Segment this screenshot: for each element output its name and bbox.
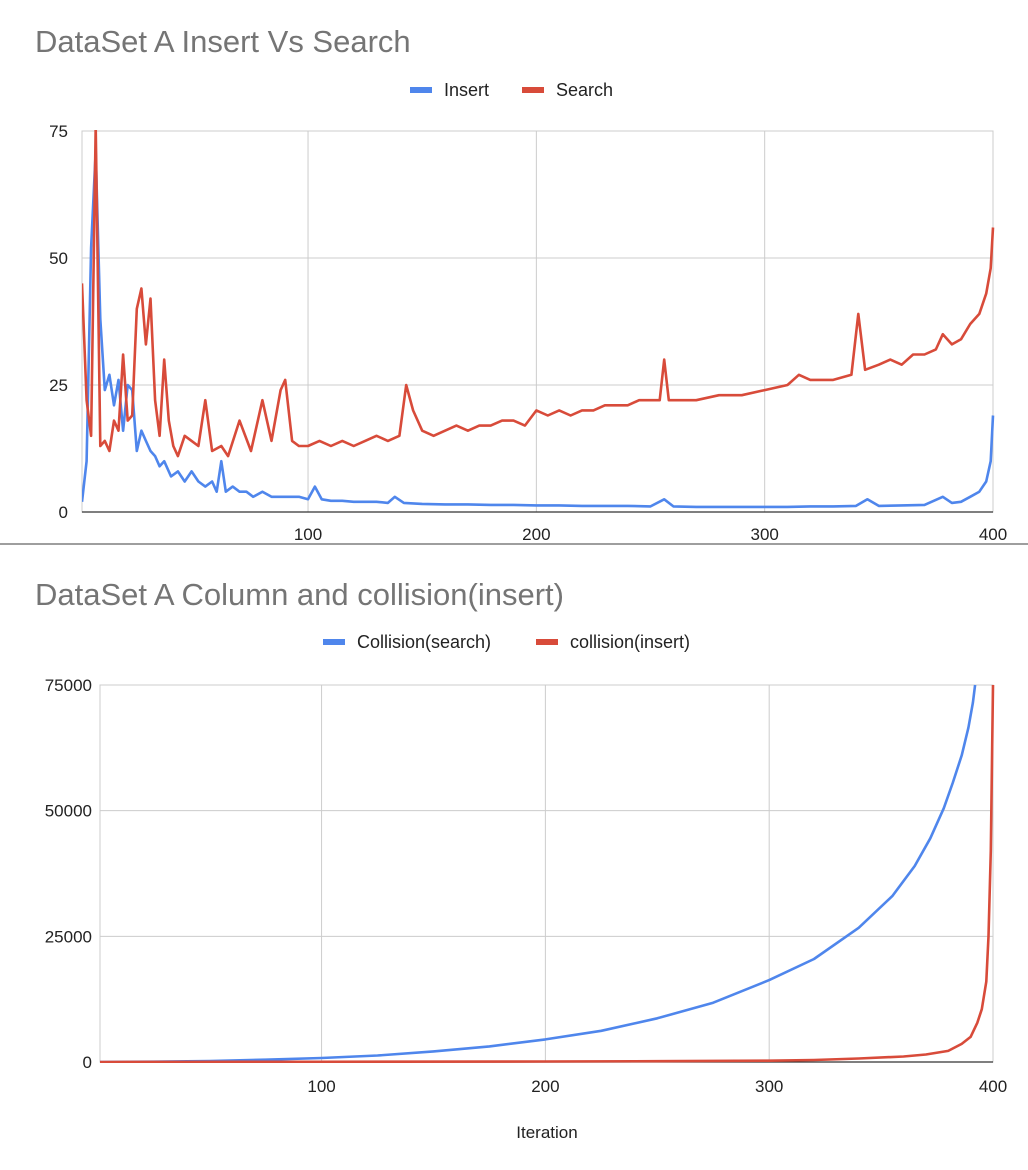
x-tick-label: 100: [294, 525, 322, 543]
y-tick-label: 50000: [45, 802, 92, 821]
x-tick-label: 400: [979, 1077, 1007, 1096]
panel-separator: [0, 543, 1028, 545]
chart-panel-collisions: DataSet A Column and collision(insert) C…: [0, 545, 1028, 1170]
y-tick-label: 75: [49, 122, 68, 141]
y-tick-label: 25: [49, 376, 68, 395]
series-lines: [100, 684, 995, 1063]
y-axis-ticks: 0 25000 50000 75000: [45, 676, 92, 1072]
x-tick-label: 200: [522, 525, 550, 543]
y-tick-label: 75000: [45, 676, 92, 695]
legend-swatch: [410, 87, 432, 93]
chart-title: DataSet A Column and collision(insert): [35, 577, 564, 612]
legend: Collision(search) collision(insert): [323, 632, 690, 652]
y-tick-label: 25000: [45, 927, 92, 946]
chart-title: DataSet A Insert Vs Search: [35, 24, 411, 59]
y-tick-label: 0: [59, 503, 68, 522]
x-tick-label: 100: [307, 1077, 335, 1096]
x-axis-ticks: 100 200 300 400: [307, 1077, 1007, 1096]
legend-swatch: [522, 87, 544, 93]
series-line-search: [82, 130, 995, 458]
legend-label: collision(insert): [570, 632, 690, 652]
gridlines: [81, 130, 994, 513]
y-tick-label: 50: [49, 249, 68, 268]
x-tick-label: 300: [755, 1077, 783, 1096]
series-line-collision-search: [100, 684, 977, 1063]
x-tick-label: 400: [979, 525, 1007, 543]
gridlines: [99, 684, 994, 1063]
chart-insert-vs-search: DataSet A Insert Vs Search Insert Search …: [35, 24, 1007, 543]
x-axis-ticks: 100 200 300 400: [294, 525, 1007, 543]
legend-swatch: [536, 639, 558, 645]
x-tick-label: 200: [531, 1077, 559, 1096]
legend-label: Insert: [444, 80, 489, 100]
plot-area-frame: [99, 684, 994, 1063]
series-lines: [82, 130, 995, 509]
chart-column-and-collision: DataSet A Column and collision(insert) C…: [35, 577, 1007, 1142]
series-line-insert: [82, 150, 995, 509]
legend-label: Search: [556, 80, 613, 100]
x-tick-label: 300: [750, 525, 778, 543]
legend-label: Collision(search): [357, 632, 491, 652]
y-tick-label: 0: [83, 1053, 92, 1072]
legend-swatch: [323, 639, 345, 645]
y-axis-ticks: 0 25 50 75: [49, 122, 68, 522]
legend: Insert Search: [410, 80, 613, 100]
chart-panel-insert-vs-search: DataSet A Insert Vs Search Insert Search …: [0, 0, 1028, 545]
x-axis-label: Iteration: [516, 1123, 577, 1142]
series-line-collision-insert: [100, 684, 995, 1063]
